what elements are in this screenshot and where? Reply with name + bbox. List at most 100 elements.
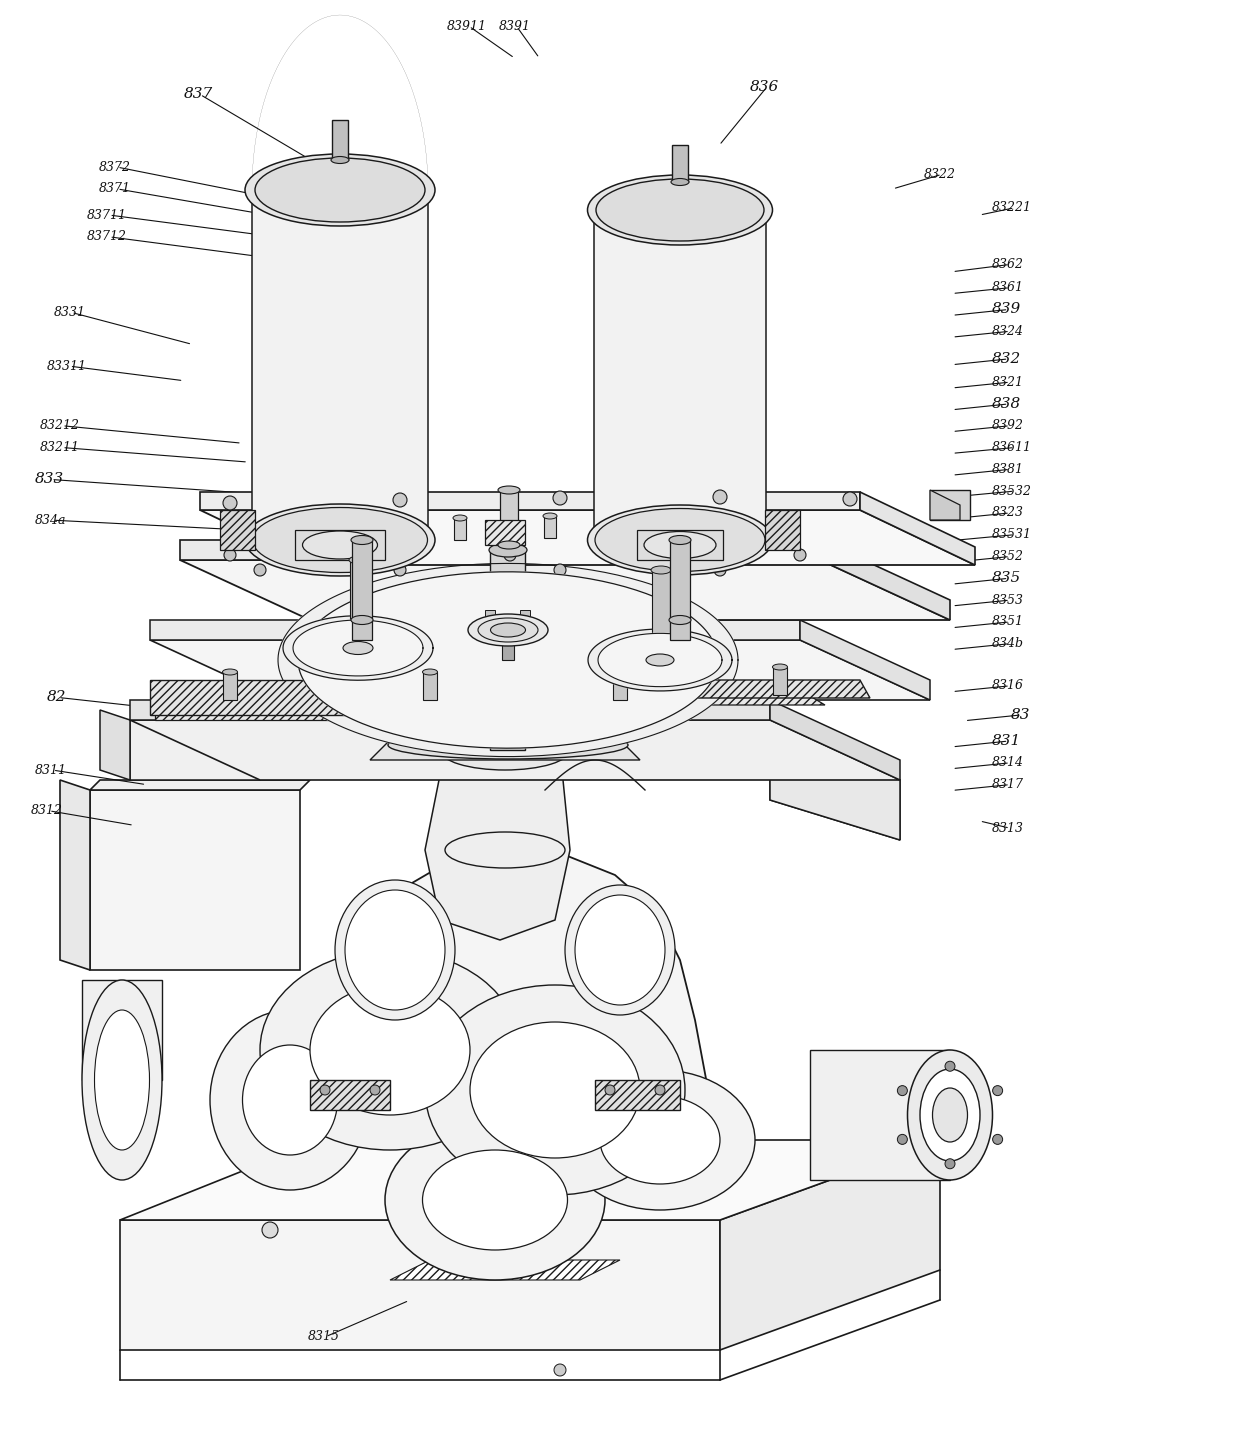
Ellipse shape	[331, 157, 348, 164]
Ellipse shape	[600, 1096, 720, 1184]
Polygon shape	[720, 1141, 940, 1350]
Ellipse shape	[671, 179, 689, 186]
Ellipse shape	[345, 891, 445, 1010]
Polygon shape	[485, 610, 495, 631]
Text: 8371: 8371	[99, 183, 131, 195]
Polygon shape	[130, 721, 900, 780]
Polygon shape	[200, 510, 975, 565]
Ellipse shape	[575, 895, 665, 1005]
Circle shape	[713, 490, 727, 504]
Polygon shape	[544, 516, 556, 538]
Text: 8331: 8331	[53, 307, 86, 318]
Text: 834a: 834a	[35, 514, 66, 526]
Text: 8352: 8352	[992, 551, 1024, 562]
Polygon shape	[595, 1080, 680, 1110]
Ellipse shape	[246, 504, 435, 575]
Circle shape	[393, 493, 407, 507]
Ellipse shape	[498, 485, 520, 494]
Text: 832: 832	[992, 352, 1022, 366]
Polygon shape	[180, 559, 950, 620]
Text: 834b: 834b	[992, 638, 1024, 649]
Polygon shape	[352, 541, 372, 639]
Text: 8381: 8381	[992, 464, 1024, 475]
Polygon shape	[652, 570, 670, 660]
Circle shape	[714, 564, 725, 575]
Ellipse shape	[932, 1088, 967, 1142]
Circle shape	[605, 1085, 615, 1096]
Ellipse shape	[670, 536, 691, 545]
Ellipse shape	[489, 734, 527, 745]
Ellipse shape	[425, 985, 684, 1194]
Text: 839: 839	[992, 302, 1022, 317]
Text: 833: 833	[35, 472, 64, 487]
Ellipse shape	[423, 668, 438, 676]
Polygon shape	[278, 564, 738, 757]
Ellipse shape	[303, 530, 377, 559]
Text: 8313: 8313	[992, 822, 1024, 834]
Ellipse shape	[596, 179, 764, 241]
Polygon shape	[310, 1080, 391, 1110]
Ellipse shape	[908, 1051, 992, 1180]
Circle shape	[898, 1085, 908, 1096]
Polygon shape	[91, 780, 310, 790]
Circle shape	[945, 1158, 955, 1168]
Text: 8351: 8351	[992, 616, 1024, 628]
Ellipse shape	[470, 1021, 640, 1158]
Polygon shape	[219, 510, 255, 551]
Text: 8323: 8323	[992, 507, 1024, 519]
Polygon shape	[374, 649, 515, 721]
Polygon shape	[694, 520, 706, 542]
Circle shape	[223, 495, 237, 510]
Ellipse shape	[222, 668, 238, 676]
Polygon shape	[598, 634, 722, 687]
Polygon shape	[391, 631, 515, 680]
Text: 8312: 8312	[31, 805, 63, 817]
Ellipse shape	[613, 668, 627, 676]
Ellipse shape	[489, 543, 527, 556]
Text: 8321: 8321	[992, 376, 1024, 388]
Ellipse shape	[335, 881, 455, 1020]
Ellipse shape	[565, 1069, 755, 1210]
Ellipse shape	[253, 507, 428, 572]
Polygon shape	[283, 616, 433, 680]
Ellipse shape	[351, 536, 373, 545]
Circle shape	[503, 549, 516, 561]
Ellipse shape	[693, 517, 707, 523]
Text: 8361: 8361	[992, 282, 1024, 294]
Ellipse shape	[260, 950, 520, 1149]
Text: 8316: 8316	[992, 680, 1024, 692]
Polygon shape	[155, 690, 490, 721]
Polygon shape	[930, 490, 960, 520]
Text: 83531: 83531	[992, 529, 1032, 541]
Polygon shape	[293, 620, 423, 676]
Text: 83211: 83211	[40, 442, 79, 453]
Polygon shape	[310, 846, 711, 1141]
Text: 8322: 8322	[924, 169, 956, 180]
Polygon shape	[485, 520, 525, 545]
Polygon shape	[637, 530, 723, 559]
Ellipse shape	[351, 616, 373, 625]
Ellipse shape	[384, 1120, 605, 1280]
Polygon shape	[130, 700, 770, 721]
Text: 82: 82	[47, 690, 67, 705]
Ellipse shape	[82, 979, 162, 1180]
Text: 83532: 83532	[992, 485, 1032, 497]
Polygon shape	[520, 610, 529, 631]
Polygon shape	[454, 519, 466, 541]
Ellipse shape	[588, 174, 773, 246]
Polygon shape	[150, 639, 930, 700]
Polygon shape	[350, 559, 368, 648]
Circle shape	[254, 564, 267, 575]
Text: 83212: 83212	[40, 420, 79, 432]
Text: 8324: 8324	[992, 325, 1024, 337]
Ellipse shape	[651, 567, 671, 574]
Circle shape	[993, 1085, 1003, 1096]
Polygon shape	[613, 671, 627, 700]
Polygon shape	[500, 490, 518, 545]
Text: 83311: 83311	[47, 360, 87, 372]
Ellipse shape	[440, 729, 570, 770]
Polygon shape	[502, 620, 515, 660]
Ellipse shape	[423, 1149, 568, 1250]
Ellipse shape	[491, 623, 526, 636]
Ellipse shape	[920, 1069, 980, 1161]
